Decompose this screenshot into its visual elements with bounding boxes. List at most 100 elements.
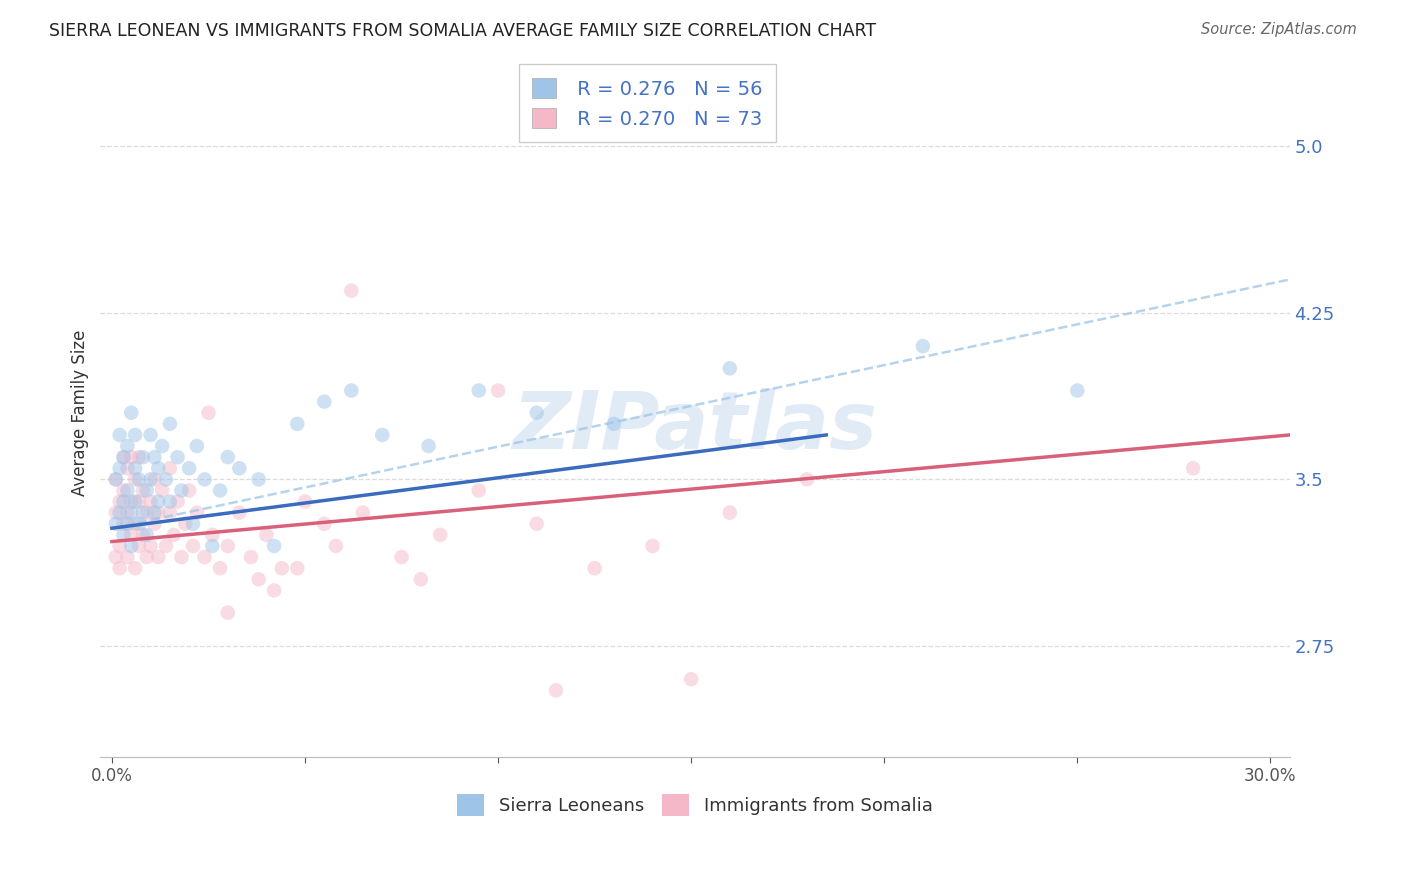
Point [209, 561, 232, 575]
Point [117, 483, 139, 498]
Point [117, 461, 139, 475]
Point [247, 472, 270, 486]
Text: SIERRA LEONEAN VS IMMIGRANTS FROM SOMALIA AVERAGE FAMILY SIZE CORRELATION CHART: SIERRA LEONEAN VS IMMIGRANTS FROM SOMALI… [49, 22, 876, 40]
Point [128, 539, 150, 553]
Point [124, 472, 146, 486]
Point [181, 539, 204, 553]
Point [352, 506, 374, 520]
Point [120, 528, 142, 542]
Point [681, 672, 703, 686]
Point [143, 506, 166, 520]
Point [112, 528, 135, 542]
Point [228, 461, 250, 475]
Point [150, 439, 173, 453]
Point [163, 528, 186, 542]
Point [117, 439, 139, 453]
Point [418, 439, 440, 453]
Point [170, 550, 193, 565]
Point [285, 561, 308, 575]
Point [174, 516, 197, 531]
Point [159, 494, 181, 508]
Point [124, 428, 146, 442]
Point [718, 506, 741, 520]
Point [468, 384, 491, 398]
Point [263, 583, 285, 598]
Point [228, 506, 250, 520]
Point [201, 539, 224, 553]
Point [108, 494, 131, 508]
Point [117, 506, 139, 520]
Point [796, 472, 818, 486]
Point [104, 472, 127, 486]
Point [104, 506, 127, 520]
Point [1066, 384, 1088, 398]
Point [159, 461, 181, 475]
Point [139, 539, 162, 553]
Y-axis label: Average Family Size: Average Family Size [72, 329, 89, 496]
Point [314, 394, 336, 409]
Point [254, 528, 277, 542]
Point [201, 528, 224, 542]
Point [128, 494, 150, 508]
Point [155, 472, 177, 486]
Point [112, 516, 135, 531]
Point [132, 528, 155, 542]
Point [340, 384, 363, 398]
Point [128, 472, 150, 486]
Point [104, 550, 127, 565]
Point [371, 428, 394, 442]
Point [120, 494, 142, 508]
Point [179, 461, 201, 475]
Point [139, 494, 162, 508]
Point [194, 472, 217, 486]
Point [112, 450, 135, 465]
Point [132, 450, 155, 465]
Point [179, 483, 201, 498]
Point [143, 516, 166, 531]
Point [139, 472, 162, 486]
Point [117, 516, 139, 531]
Point [112, 494, 135, 508]
Point [294, 494, 316, 508]
Point [132, 483, 155, 498]
Point [132, 506, 155, 520]
Point [159, 506, 181, 520]
Point [409, 572, 432, 586]
Point [108, 506, 131, 520]
Legend: Sierra Leoneans, Immigrants from Somalia: Sierra Leoneans, Immigrants from Somalia [450, 787, 939, 823]
Point [166, 494, 188, 508]
Point [263, 539, 285, 553]
Point [148, 494, 170, 508]
Point [194, 550, 217, 565]
Text: Source: ZipAtlas.com: Source: ZipAtlas.com [1201, 22, 1357, 37]
Point [314, 516, 336, 531]
Point [247, 572, 270, 586]
Point [391, 550, 413, 565]
Point [155, 539, 177, 553]
Point [583, 561, 606, 575]
Point [104, 472, 127, 486]
Point [270, 561, 292, 575]
Point [217, 606, 239, 620]
Point [159, 417, 181, 431]
Point [911, 339, 934, 353]
Point [148, 461, 170, 475]
Point [124, 494, 146, 508]
Point [526, 406, 548, 420]
Point [150, 483, 173, 498]
Point [112, 483, 135, 498]
Point [143, 472, 166, 486]
Point [429, 528, 451, 542]
Point [128, 516, 150, 531]
Point [340, 284, 363, 298]
Point [120, 406, 142, 420]
Point [112, 450, 135, 465]
Point [544, 683, 567, 698]
Point [135, 483, 157, 498]
Point [120, 539, 142, 553]
Point [285, 417, 308, 431]
Point [124, 516, 146, 531]
Point [186, 439, 208, 453]
Point [120, 450, 142, 465]
Point [120, 506, 142, 520]
